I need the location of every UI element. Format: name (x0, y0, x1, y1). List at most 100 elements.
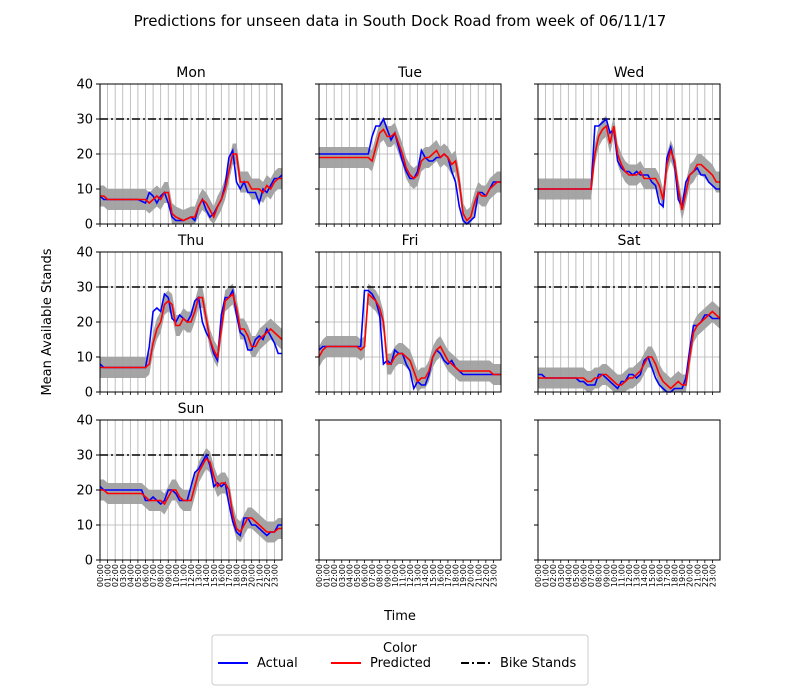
x-tick-label: 04:00 (564, 564, 573, 587)
y-axis-label: Mean Available Stands (40, 248, 55, 395)
x-tick-label: 05:00 (353, 564, 362, 587)
series-predicted-line (100, 153, 282, 222)
x-tick-label: 20:00 (686, 564, 695, 587)
legend-label-bike-stands: Bike Stands (500, 656, 577, 671)
panel-thu: Thu 0 10 20 30 40 (76, 233, 283, 401)
y-tick-label: 30 (76, 281, 93, 296)
panel-title: Wed (614, 65, 645, 81)
x-tick-label: 22:00 (482, 564, 491, 587)
x-tick-label: 12:00 (625, 564, 634, 587)
series-predicted-line (318, 292, 501, 383)
y-tick-label: 10 (76, 519, 93, 534)
x-tick-label: 10:00 (610, 564, 619, 587)
x-tick-label: 09:00 (383, 564, 392, 587)
x-tick-label: 01:00 (104, 564, 113, 587)
legend-label-actual: Actual (257, 656, 298, 671)
y-tick-label: 40 (76, 414, 93, 429)
x-tick-label: 17:00 (663, 564, 672, 587)
panel-sat: Sat (534, 233, 721, 395)
x-tick-label: 09:00 (164, 564, 173, 587)
x-tick-label: 08:00 (376, 564, 385, 587)
y-tick-label: 20 (76, 316, 93, 331)
panel-sun: Sun 0 10 20 30 40 00:0001:0002:0003:0004:0005:… (76, 401, 283, 587)
x-tick-label: 19:00 (240, 564, 249, 587)
x-tick-label: 19:00 (459, 564, 468, 587)
x-tick-label: 13:00 (414, 564, 423, 587)
series-actual-line (99, 288, 282, 369)
legend-frame (211, 634, 589, 686)
x-tick-label: 11:00 (617, 564, 626, 587)
x-tick-label: 14:00 (421, 564, 430, 587)
x-tick-label: 23:00 (270, 564, 279, 587)
series-actual-line (319, 117, 501, 226)
prediction-band (319, 119, 501, 224)
panel-grid: Mon 0 10 20 30 40 Tue Wed Thu 0 10 20 30 40 Fri Sat Sun 0… (76, 65, 721, 587)
x-tick-label: 03:00 (338, 564, 347, 587)
series-actual-line (99, 147, 283, 222)
x-tick-label: 17:00 (225, 564, 234, 587)
x-axis-label: Time (383, 609, 416, 624)
panel-title: Sat (618, 233, 641, 249)
x-tick-label: 05:00 (572, 564, 581, 587)
x-tick-label: 22:00 (701, 564, 710, 587)
panel-fri: Fri (315, 233, 502, 395)
x-tick-label: 00:00 (96, 564, 105, 587)
x-tick-label: 15:00 (210, 564, 219, 587)
x-tick-label: 15:00 (648, 564, 657, 587)
x-tick-label: 12:00 (187, 564, 196, 587)
x-tick-label: 03:00 (557, 564, 566, 587)
y-tick-label: 30 (76, 113, 93, 128)
x-tick-label: 11:00 (398, 564, 407, 587)
x-tick-label: 09:00 (602, 564, 611, 587)
panel-title: Fri (402, 233, 419, 249)
x-tick-label: 21:00 (255, 564, 264, 587)
x-tick-label: 04:00 (345, 564, 354, 587)
series-predicted-line (319, 128, 501, 222)
prediction-band (100, 448, 282, 543)
x-tick-label: 06:00 (580, 564, 589, 587)
prediction-band (319, 283, 501, 392)
x-tick-label: 06:00 (142, 564, 151, 587)
x-tick-label: 07:00 (368, 564, 377, 587)
x-tick-label: 02:00 (111, 564, 120, 587)
x-tick-label: 04:00 (126, 564, 135, 587)
panel-title: Tue (397, 65, 422, 81)
x-tick-label: 18:00 (452, 564, 461, 587)
x-tick-label: 12:00 (406, 564, 415, 587)
x-tick-label: 20:00 (467, 564, 476, 587)
x-tick-label: 16:00 (436, 564, 445, 587)
legend-title: Color (383, 641, 418, 656)
x-tick-label: 08:00 (595, 564, 604, 587)
series-predicted-line (100, 457, 282, 534)
y-tick-label: 30 (76, 449, 93, 464)
prediction-band (538, 301, 720, 392)
x-tick-label: 19:00 (678, 564, 687, 587)
x-tick-label: 11:00 (179, 564, 188, 587)
x-tick-label: 21:00 (474, 564, 483, 587)
series-actual-line (538, 314, 720, 393)
x-tick-label: 07:00 (587, 564, 596, 587)
panel-mon: Mon 0 10 20 30 40 (76, 65, 283, 233)
series-predicted-line (100, 292, 283, 369)
x-tick-label: 22:00 (263, 564, 272, 587)
panel-empty-7: 00:0001:0002:0003:0004:0005:0006:0007:00… (315, 419, 502, 587)
y-tick-label: 40 (76, 246, 93, 261)
panel-frame (318, 419, 502, 561)
y-tick-label: 40 (76, 78, 93, 93)
panel-title: Mon (176, 65, 206, 81)
x-tick-label: 16:00 (655, 564, 664, 587)
x-tick-label: 13:00 (633, 564, 642, 587)
series-predicted-line (538, 124, 720, 211)
panel-tue: Tue (315, 65, 502, 227)
x-tick-label: 02:00 (549, 564, 558, 587)
y-tick-label: 0 (85, 218, 93, 233)
y-tick-label: 20 (76, 484, 93, 499)
x-tick-label: 10:00 (391, 564, 400, 587)
x-tick-label: 14:00 (202, 564, 211, 587)
prediction-band (538, 115, 720, 221)
series-predicted-line (538, 310, 721, 390)
panel-frame (537, 419, 721, 561)
x-tick-label: 08:00 (157, 564, 166, 587)
x-tick-label: 05:00 (134, 564, 143, 587)
